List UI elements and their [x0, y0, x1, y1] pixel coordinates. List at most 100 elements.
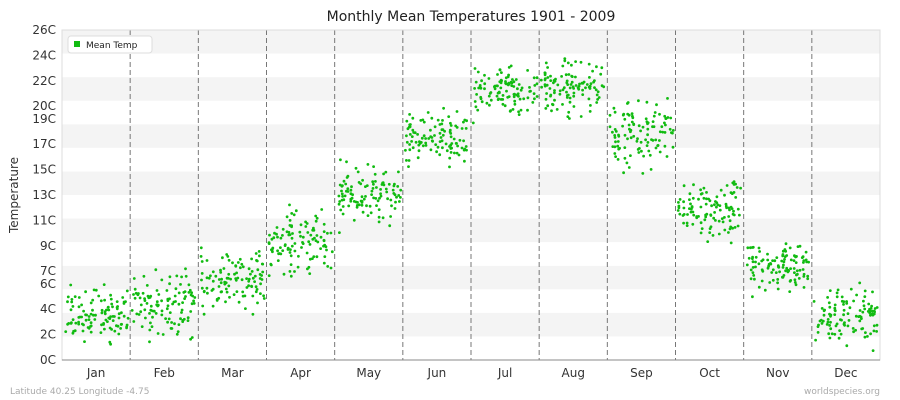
data-point: [106, 320, 109, 323]
data-point: [219, 281, 223, 285]
data-point: [651, 120, 655, 123]
data-point: [587, 97, 591, 101]
data-point: [375, 204, 378, 208]
data-point: [304, 225, 308, 228]
data-point: [354, 166, 358, 170]
data-point: [734, 196, 738, 199]
data-point: [350, 196, 354, 200]
data-point: [92, 313, 95, 317]
data-point: [410, 135, 414, 139]
data-point: [224, 300, 227, 304]
data-point: [569, 83, 573, 86]
data-point: [713, 203, 716, 207]
data-point: [637, 151, 641, 154]
data-point: [140, 325, 144, 328]
data-point: [338, 231, 341, 235]
data-point: [297, 254, 300, 258]
data-point: [516, 92, 520, 96]
data-point: [125, 323, 129, 327]
data-point: [629, 130, 632, 134]
data-point: [751, 271, 755, 274]
data-point: [215, 299, 219, 302]
data-point: [77, 316, 81, 319]
data-point: [574, 60, 577, 63]
data-point: [568, 100, 572, 104]
data-point: [509, 109, 512, 113]
data-point: [476, 108, 480, 112]
data-point: [727, 215, 731, 218]
data-point: [872, 329, 876, 333]
data-point: [500, 71, 503, 74]
data-point: [804, 258, 808, 262]
data-point: [449, 132, 453, 135]
data-point: [254, 252, 258, 255]
y-tick-label: 24C: [32, 48, 56, 62]
data-point: [239, 266, 242, 270]
data-point: [375, 186, 378, 189]
data-point: [685, 221, 689, 225]
data-point: [444, 142, 448, 146]
data-point: [71, 305, 75, 308]
data-point: [646, 141, 650, 144]
data-point: [846, 324, 850, 328]
data-point: [105, 308, 108, 312]
data-point: [283, 244, 287, 248]
data-point: [357, 181, 361, 184]
data-point: [653, 111, 657, 114]
data-point: [702, 186, 706, 190]
data-point: [493, 87, 497, 91]
data-point: [689, 210, 693, 214]
data-point: [143, 299, 147, 302]
data-point: [623, 156, 627, 160]
data-point: [794, 283, 798, 287]
background-band: [62, 312, 880, 337]
data-point: [775, 256, 779, 259]
data-point: [496, 98, 500, 101]
data-point: [544, 107, 548, 110]
data-point: [408, 125, 412, 129]
data-point: [356, 170, 360, 174]
data-point: [267, 274, 271, 277]
data-point: [860, 317, 863, 320]
data-point: [533, 84, 537, 87]
data-point: [73, 295, 77, 298]
data-point: [663, 131, 667, 134]
data-point: [439, 136, 443, 139]
data-point: [269, 262, 273, 266]
data-point: [361, 178, 364, 182]
data-point: [186, 319, 190, 322]
data-point: [314, 214, 318, 218]
data-point: [471, 121, 475, 125]
data-point: [691, 222, 695, 226]
data-point: [292, 213, 296, 217]
data-point: [872, 324, 876, 328]
data-point: [580, 81, 584, 85]
chart-title: Monthly Mean Temperatures 1901 - 2009: [327, 9, 616, 25]
data-point: [186, 316, 190, 320]
data-point: [276, 259, 280, 262]
data-point: [247, 279, 251, 283]
data-point: [862, 304, 866, 308]
data-point: [381, 181, 384, 185]
data-point: [312, 255, 316, 258]
data-point: [863, 289, 867, 293]
data-point: [849, 287, 853, 291]
data-point: [85, 313, 88, 317]
data-point: [789, 267, 792, 270]
data-point: [671, 129, 675, 132]
data-point: [405, 140, 409, 144]
data-point: [827, 332, 831, 336]
data-point: [455, 151, 459, 155]
data-point: [558, 89, 562, 93]
data-point: [100, 311, 104, 315]
data-point: [149, 321, 152, 325]
data-point: [842, 303, 845, 306]
data-point: [699, 231, 703, 235]
data-point: [546, 76, 550, 79]
x-tick-label: Mar: [221, 366, 244, 380]
data-point: [181, 301, 185, 304]
data-point: [838, 329, 841, 332]
data-point: [777, 265, 780, 269]
data-point: [141, 291, 145, 295]
data-point: [171, 302, 175, 306]
